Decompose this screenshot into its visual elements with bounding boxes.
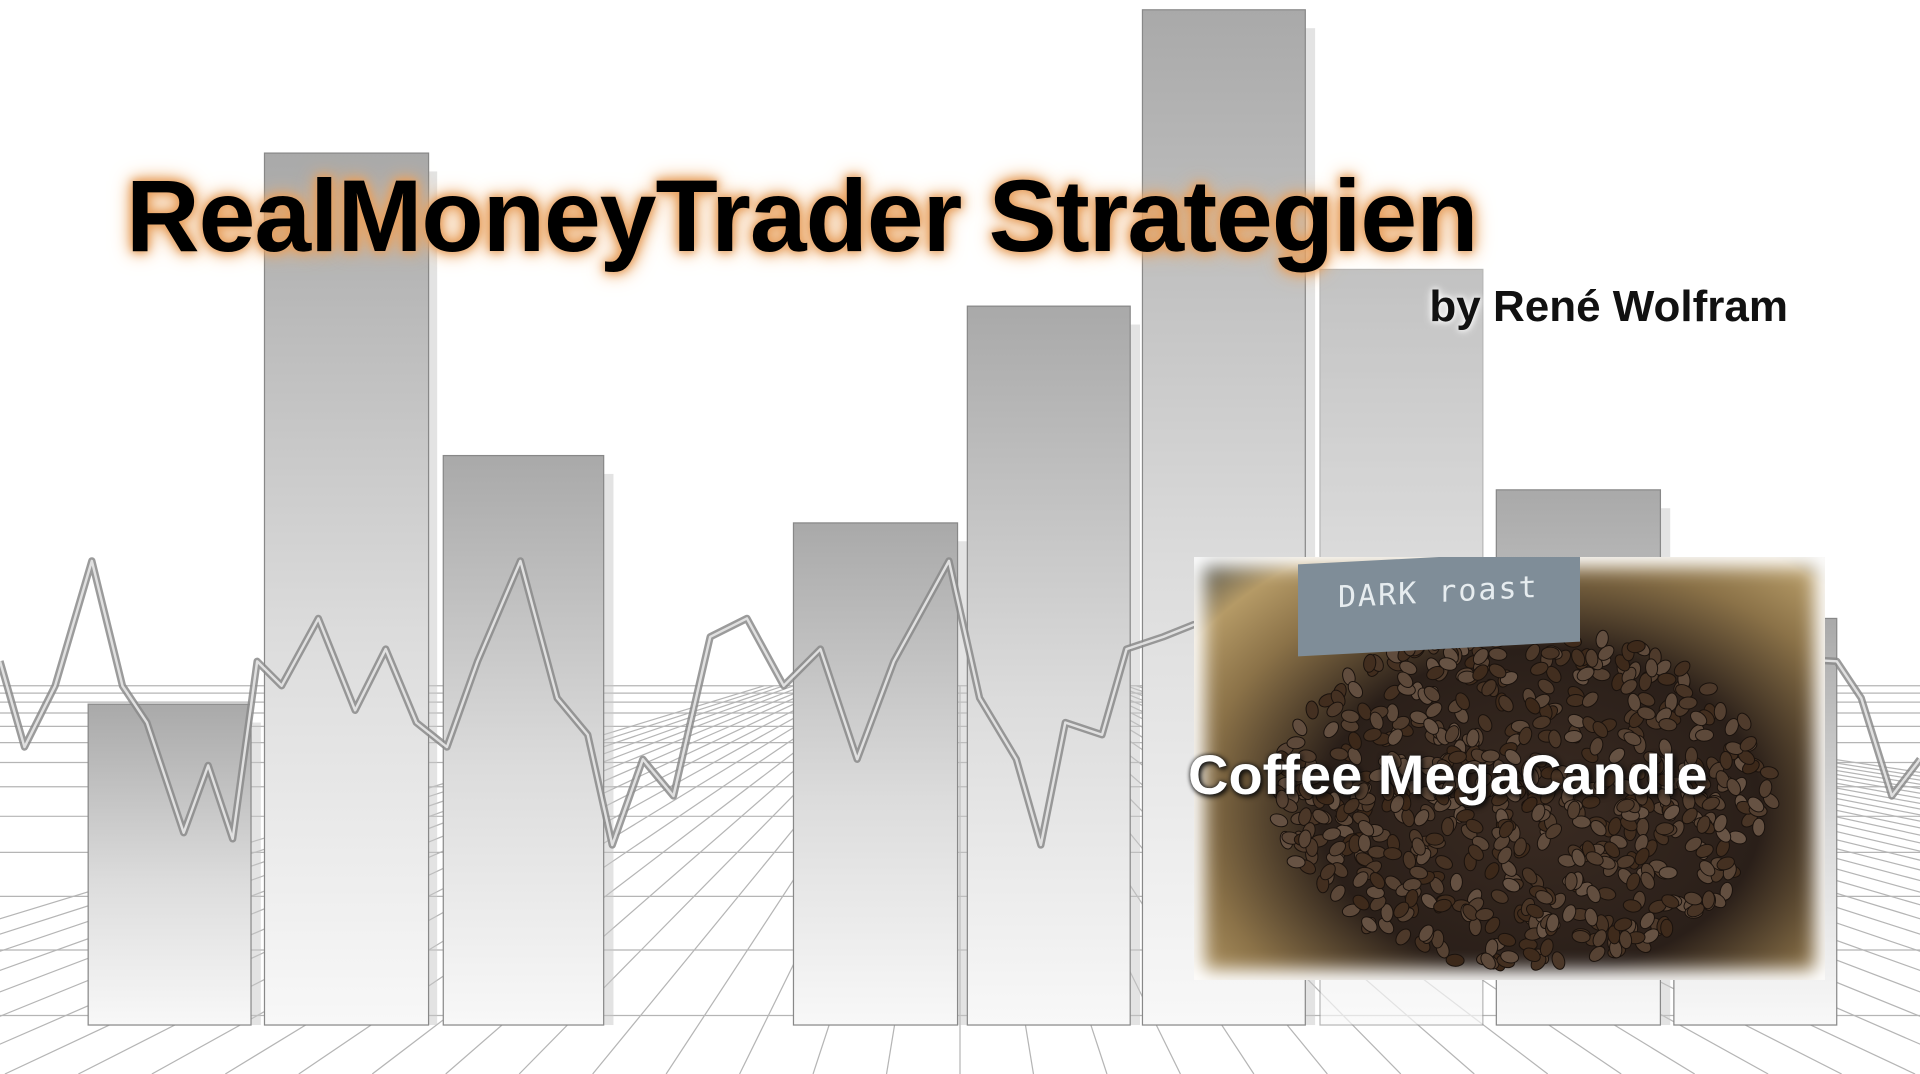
bean [1328,882,1348,904]
bean [1714,702,1727,721]
bean [1658,673,1677,686]
photo-caption: Coffee MegaCandle [1188,742,1708,807]
bean [1426,833,1444,845]
bean [1566,694,1585,707]
slide: RealMoneyTrader Strategien by René Wolfr… [0,0,1920,1074]
bean [1393,926,1414,948]
bean [1659,867,1677,879]
bean [1560,903,1578,924]
bean [1550,950,1567,971]
bean [1433,853,1455,872]
subtitle: by René Wolfram [1429,282,1788,332]
title: RealMoneyTrader Strategien [126,158,1477,275]
bean [1541,647,1559,659]
bean [1752,818,1765,837]
bean [1699,682,1719,697]
bean [1290,717,1310,739]
bean [1488,647,1507,661]
bean [1660,919,1673,937]
bean [1636,818,1650,837]
bean [1268,811,1289,829]
bar [264,153,428,1025]
bean [1679,696,1698,710]
bag-tag: DARK roast [1298,557,1580,656]
bar [88,704,251,1025]
bean [1523,642,1543,664]
bean [1286,855,1305,869]
bag-tag-text: DARK roast [1338,570,1539,616]
bar [443,456,603,1025]
bar [967,306,1130,1025]
bar [793,523,957,1025]
bean [1359,914,1380,935]
bean [1441,817,1454,836]
bean [1450,873,1463,892]
bean [1321,719,1342,741]
bean [1695,729,1714,742]
bean [1305,700,1319,719]
bean [1446,954,1465,967]
bean [1482,860,1502,882]
